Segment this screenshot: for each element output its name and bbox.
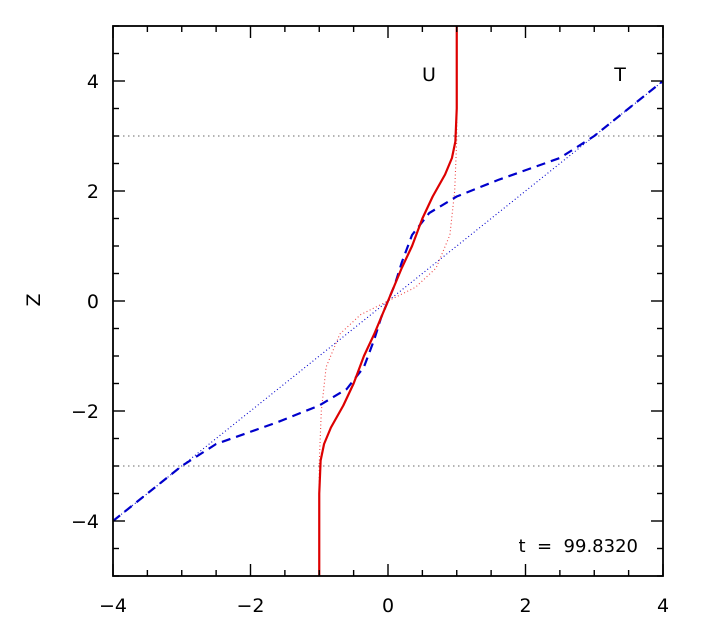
x-tick-label: −2 <box>236 595 264 617</box>
y-tick-label: −2 <box>71 401 99 423</box>
series-layer <box>112 26 664 576</box>
series-line-U <box>318 26 458 576</box>
x-tick-label: 2 <box>519 595 531 617</box>
t-curve-label: T <box>613 64 626 86</box>
axes-layer: −4 −2 0 2 4 −4 −2 0 2 4 <box>71 25 669 617</box>
series-line-U_initial <box>318 26 458 576</box>
time-label: t = 99.8320 <box>519 536 638 557</box>
y-tick-label: 4 <box>87 71 99 93</box>
x-tick-label: 4 <box>657 595 669 617</box>
labels-layer: Z U T t = 99.8320 <box>23 64 638 557</box>
series-line-T <box>112 80 664 522</box>
y-tick-label: −4 <box>71 511 99 533</box>
y-axis-label: Z <box>23 293 45 306</box>
x-tick-label: 0 <box>382 595 394 617</box>
x-tick-label: −4 <box>99 595 127 617</box>
y-tick-label: 0 <box>87 291 99 313</box>
y-tick-label: 2 <box>87 181 99 203</box>
u-curve-label: U <box>422 64 436 86</box>
